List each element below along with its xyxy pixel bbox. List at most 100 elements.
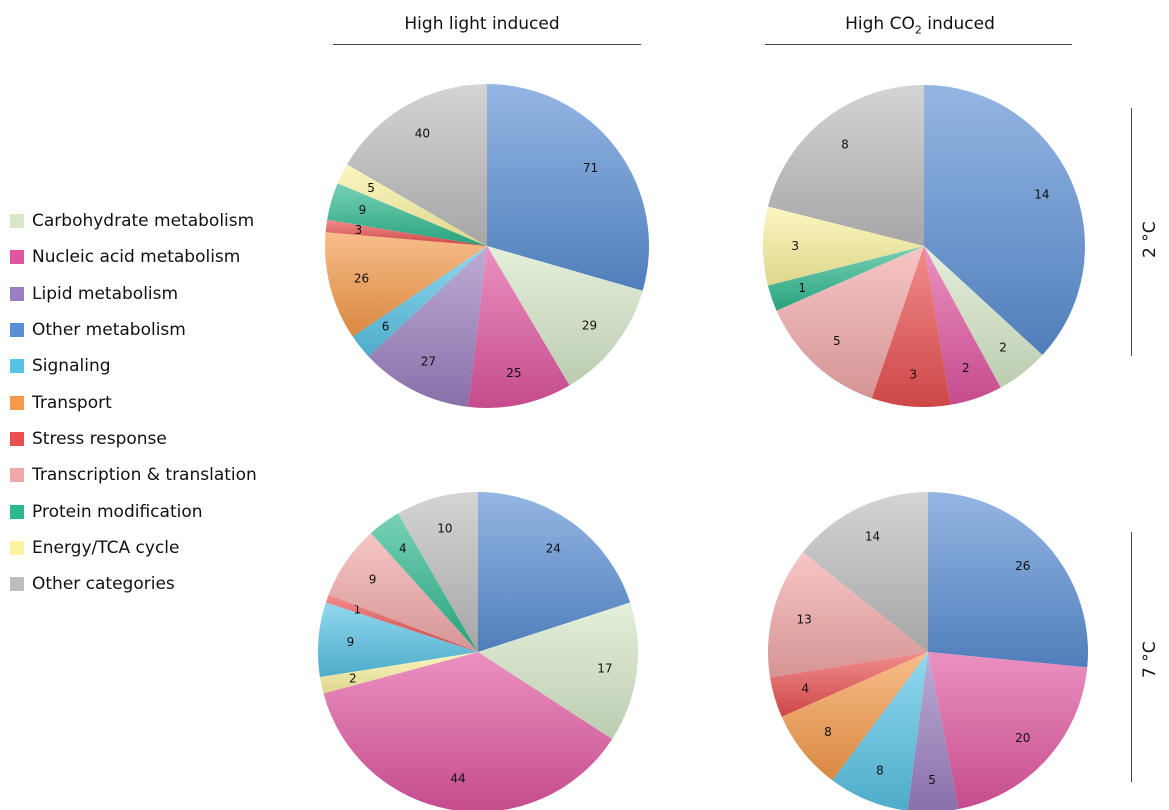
pie-slice-value-label: 14 <box>1034 187 1049 201</box>
column-title-high-light: High light induced <box>404 14 560 34</box>
pie-slice-stress-response <box>871 246 951 407</box>
pie-slice-value-label: 24 <box>546 541 561 555</box>
pie-slice-other-metabolism <box>928 492 1088 668</box>
pie-high-light-2c: 71 29 25 27 6 26 3 95 40 <box>324 83 649 408</box>
legend-swatch <box>10 214 24 229</box>
pie-slice-value-label: 44 <box>450 771 465 785</box>
legend-item-lipid-metabolism: Lipid metabolism <box>10 276 257 312</box>
pie-slice-value-label: 8 <box>876 764 884 778</box>
pie-slice-value-label: 1 <box>798 281 806 295</box>
row-rule-7c <box>1131 532 1132 782</box>
legend-item-other-categories: Other categories <box>10 566 257 602</box>
pie-slice-nucleic-acid-metabolism <box>928 652 1088 810</box>
pie-high-light-7c: 24 17 44 2 9 1 9 4 10 <box>318 492 639 810</box>
pie-slice-nucleic-acid-metabolism <box>468 246 570 408</box>
legend-swatch <box>10 431 24 446</box>
legend-item-stress-response: Stress response <box>10 421 257 457</box>
pie-slice-value-label: 27 <box>421 355 436 369</box>
legend-item-protein-modification: Protein modification <box>10 493 257 529</box>
column-title-high-co2-suffix: induced <box>921 14 995 34</box>
pie-slice-protein-modification <box>370 513 478 652</box>
column-rule-high-co2 <box>765 44 1072 45</box>
legend-item-nucleic-acid-metabolism: Nucleic acid metabolism <box>10 239 257 275</box>
legend-swatch <box>10 577 24 592</box>
legend-swatch <box>10 250 24 265</box>
column-title-high-co2-prefix: High CO <box>845 14 915 34</box>
legend-label: Other metabolism <box>32 320 186 341</box>
legend-swatch <box>10 286 24 301</box>
pie-slice-value-label: 17 <box>597 662 612 676</box>
column-title-high-co2-subscript: 2 <box>914 23 922 37</box>
pie-slice-protein-modification <box>327 183 487 246</box>
legend-item-transport: Transport <box>10 384 257 420</box>
pie-slice-value-label: 4 <box>399 541 407 555</box>
pie-slice-stress-response <box>770 652 928 717</box>
legend-label: Stress response <box>32 428 167 449</box>
row-rule-2c <box>1131 108 1132 356</box>
pie-slice-value-label: 1 <box>354 602 362 616</box>
legend-swatch <box>10 504 24 519</box>
legend-item-other-metabolism: Other metabolism <box>10 312 257 348</box>
pie-slice-nucleic-acid-metabolism <box>323 652 613 810</box>
pie-slice-value-label: 40 <box>415 127 430 141</box>
pie-slice-transcription-translation <box>328 533 478 652</box>
pie-slice-energy-tca-cycle <box>337 164 487 246</box>
pie-slice-value-label: 9 <box>369 573 377 587</box>
pie-slice-value-label: 2 <box>999 341 1007 355</box>
pie-slice-value-label: 3 <box>910 367 918 381</box>
pie-slice-value-label: 26 <box>1015 559 1030 573</box>
pie-slice-lipid-metabolism <box>907 652 959 810</box>
pie-slice-value-label: 9 <box>347 635 355 649</box>
legend-label: Transcription & translation <box>32 465 257 486</box>
pie-slice-other-metabolism <box>478 492 631 652</box>
pie-slice-other-metabolism <box>487 84 649 291</box>
pie-slice-other-categories <box>767 85 924 246</box>
pie-slice-signaling <box>352 246 487 357</box>
legend-swatch <box>10 323 24 338</box>
legend-label: Lipid metabolism <box>32 283 179 304</box>
pie-slice-value-label: 2 <box>962 361 970 375</box>
pie-slice-value-label: 8 <box>841 137 849 151</box>
legend-swatch <box>10 395 24 410</box>
pie-slice-energy-tca-cycle <box>763 206 924 286</box>
legend-swatch <box>10 540 24 555</box>
pie-slice-value-label: 13 <box>797 613 812 627</box>
legend-label: Nucleic acid metabolism <box>32 247 241 268</box>
pie-slice-other-categories <box>347 83 487 246</box>
pie-slice-carbohydrate-metabolism <box>924 246 1043 388</box>
pie-slice-value-label: 3 <box>791 239 799 253</box>
pie-slice-transport <box>781 652 928 781</box>
pie-slice-value-label: 8 <box>824 725 832 739</box>
pie-slice-value-label: 3 <box>355 223 363 237</box>
pie-slice-other-metabolism <box>924 85 1085 356</box>
column-title-high-co2: High CO2 induced <box>760 14 1080 36</box>
legend: Carbohydrate metabolism Nucleic acid meta… <box>10 203 257 602</box>
pie-slice-carbohydrate-metabolism <box>478 602 639 740</box>
pie-slice-carbohydrate-metabolism <box>487 246 643 386</box>
legend-swatch <box>10 468 24 483</box>
pie-slice-other-categories <box>802 492 928 652</box>
pie-slice-value-label: 29 <box>582 318 597 332</box>
pie-high-co2-2c: 14 2 2 3 5 1 3 8 <box>763 85 1085 407</box>
pie-slice-value-label: 5 <box>367 181 375 195</box>
pie-slice-transport <box>324 232 487 337</box>
pie-slice-value-label: 14 <box>865 530 880 544</box>
pie-high-co2-7c: 26 20 5 8 8 4 13 14 <box>768 492 1088 810</box>
legend-label: Transport <box>32 392 112 413</box>
pie-slice-transcription-translation <box>768 552 928 678</box>
column-rule-high-light <box>333 44 641 45</box>
pie-slice-protein-modification <box>767 246 924 311</box>
pie-slice-value-label: 2 <box>349 672 357 686</box>
pie-slice-value-label: 71 <box>583 161 598 175</box>
pie-slice-signaling <box>318 602 478 678</box>
pie-slice-signaling <box>832 652 928 810</box>
pie-slice-value-label: 10 <box>437 521 452 535</box>
pie-slice-value-label: 20 <box>1015 731 1030 745</box>
pie-slice-value-label: 26 <box>354 272 369 286</box>
pie-slice-energy-tca-cycle <box>319 652 478 694</box>
pie-slice-other-categories <box>398 492 478 652</box>
legend-item-transcription-translation: Transcription & translation <box>10 457 257 493</box>
pie-slice-stress-response <box>325 219 487 246</box>
pie-slice-stress-response <box>325 594 478 652</box>
